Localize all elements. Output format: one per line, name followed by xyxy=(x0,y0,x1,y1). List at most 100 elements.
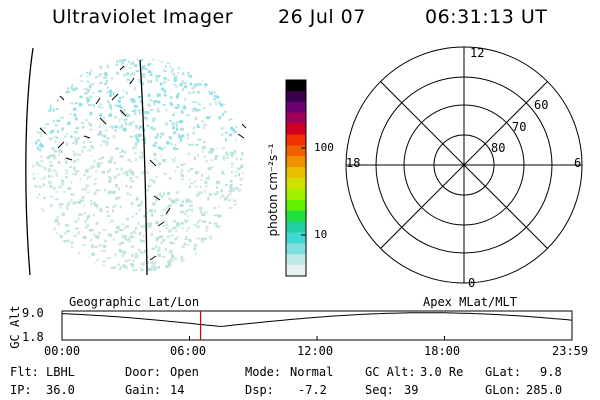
uv-pixel xyxy=(128,169,132,173)
uv-pixel xyxy=(135,56,139,58)
uv-pixel xyxy=(48,80,52,84)
uv-pixel xyxy=(242,66,244,69)
uv-pixel xyxy=(72,273,75,275)
dsp-label: Dsp: xyxy=(245,383,274,397)
uv-pixel xyxy=(151,247,156,250)
uv-pixel xyxy=(61,59,65,62)
uv-pixel xyxy=(211,268,214,271)
uv-pixel xyxy=(174,85,178,88)
uv-pixel xyxy=(177,93,180,95)
mlt-label-6: 6 xyxy=(574,156,582,170)
uv-pixel xyxy=(232,199,237,202)
uv-pixel xyxy=(53,232,56,236)
uv-pixel xyxy=(48,249,52,252)
uv-pixel xyxy=(239,196,244,200)
strip-xtick-4: 23:59 xyxy=(552,344,589,358)
uv-pixel xyxy=(65,176,68,179)
uv-pixel xyxy=(209,115,213,118)
uv-pixel xyxy=(170,95,173,99)
colorbar-band xyxy=(286,243,306,255)
uv-pixel xyxy=(162,159,166,163)
uv-pixel xyxy=(59,205,62,209)
uv-pixel xyxy=(197,59,200,62)
uv-pixel xyxy=(104,129,108,132)
uv-pixel xyxy=(207,265,210,268)
uv-pixel xyxy=(67,187,72,190)
uv-pixel xyxy=(212,254,215,257)
uv-pixel xyxy=(170,68,175,70)
uv-pixel xyxy=(115,226,120,230)
uv-pixel xyxy=(88,268,92,271)
uv-pixel xyxy=(126,79,130,81)
uv-pixel xyxy=(129,122,133,125)
uv-pixel xyxy=(170,228,173,232)
uv-pixel xyxy=(156,175,158,178)
uv-pixel xyxy=(125,224,130,228)
uv-pixel xyxy=(77,217,80,221)
uv-pixel xyxy=(37,206,40,210)
uv-pixel xyxy=(147,103,151,107)
uv-pixel xyxy=(228,73,230,77)
uv-pixel xyxy=(131,265,135,268)
uv-pixel xyxy=(143,113,148,115)
uv-pixel xyxy=(130,135,133,138)
uv-pixel xyxy=(54,149,57,153)
uv-pixel xyxy=(148,268,153,271)
uv-pixel xyxy=(213,222,217,225)
uv-pixel xyxy=(208,245,212,249)
uv-pixel xyxy=(214,101,217,103)
uv-pixel xyxy=(163,192,165,196)
uv-pixel xyxy=(93,192,97,195)
uv-pixel xyxy=(54,252,57,256)
uv-pixel xyxy=(140,262,145,266)
uv-pixel xyxy=(96,58,101,60)
uv-pixel xyxy=(60,180,64,182)
uv-pixel xyxy=(221,147,225,150)
uv-pixel xyxy=(166,141,170,145)
uv-pixel xyxy=(104,83,107,85)
uv-pixel xyxy=(115,184,118,188)
image-meridian-line xyxy=(139,59,148,276)
uv-pixel xyxy=(150,232,154,237)
uv-pixel xyxy=(208,75,211,80)
uv-pixel xyxy=(55,171,58,175)
uv-pixel xyxy=(126,112,128,115)
uv-pixel xyxy=(51,186,55,189)
uv-pixel xyxy=(120,106,123,109)
uv-pixel xyxy=(38,193,41,196)
uv-pixel xyxy=(133,104,138,108)
uv-pixel xyxy=(177,133,180,136)
uv-pixel xyxy=(42,209,45,213)
seq-label: Seq: xyxy=(365,383,394,397)
uv-pixel xyxy=(67,248,71,252)
uv-pixel xyxy=(234,174,237,177)
uv-pixel xyxy=(202,260,205,263)
uv-pixel xyxy=(37,172,39,175)
uv-pixel xyxy=(220,189,223,193)
uv-pixel xyxy=(188,200,191,202)
coastline-segment xyxy=(111,93,119,101)
uv-pixel xyxy=(126,114,131,118)
uv-pixel xyxy=(230,233,233,235)
uv-pixel xyxy=(213,98,217,101)
uv-pixel xyxy=(159,82,163,86)
uv-pixel xyxy=(98,125,101,128)
uv-pixel xyxy=(57,161,61,164)
uv-pixel xyxy=(93,264,98,268)
uv-pixel xyxy=(205,184,208,189)
uv-pixel xyxy=(132,230,137,234)
uv-pixel xyxy=(214,253,217,256)
uv-pixel xyxy=(229,91,234,95)
uv-pixel xyxy=(239,207,244,210)
uv-pixel xyxy=(113,238,115,241)
uv-pixel xyxy=(128,123,133,127)
uv-pixel xyxy=(203,64,206,68)
uv-pixel xyxy=(66,203,70,207)
uv-pixel xyxy=(83,173,86,177)
uv-pixel xyxy=(221,235,224,238)
uv-pixel xyxy=(180,138,182,142)
colorbar-tick-10: 10 xyxy=(314,228,328,241)
uv-pixel xyxy=(196,237,200,240)
uv-pixel xyxy=(106,210,109,214)
uv-pixel xyxy=(46,58,51,59)
